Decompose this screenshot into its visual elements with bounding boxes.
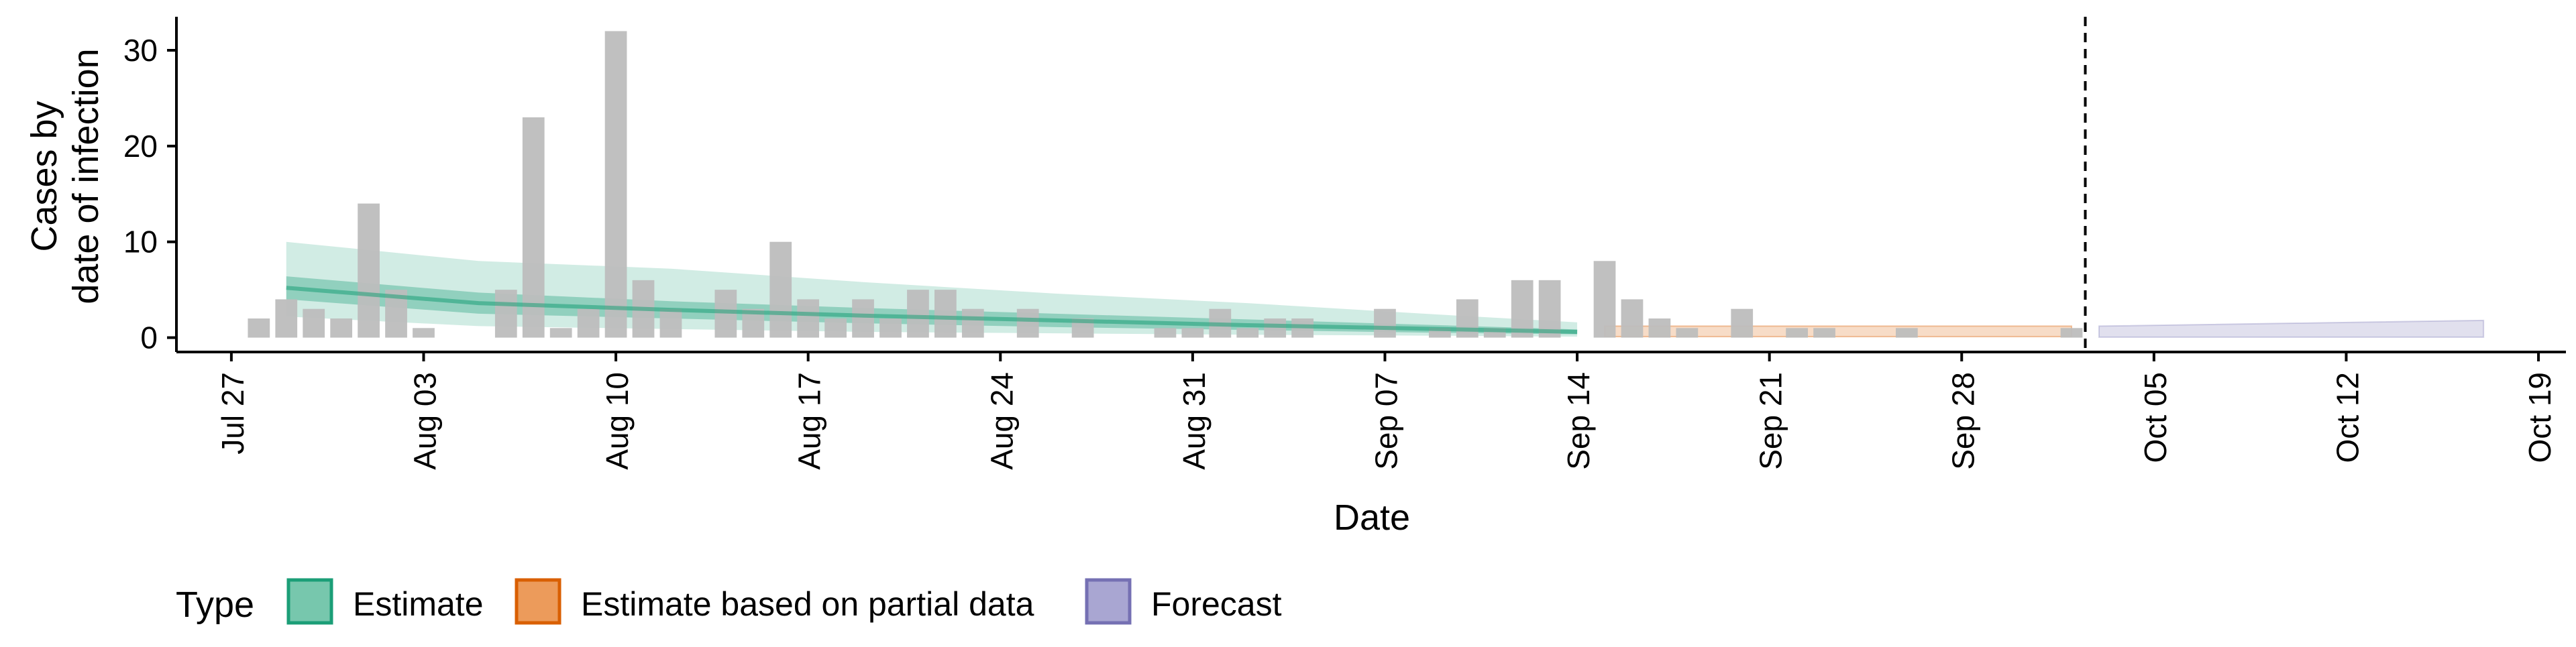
observed-bar bbox=[1181, 328, 1204, 338]
y-tick-label: 0 bbox=[140, 320, 158, 355]
observed-bar bbox=[1456, 299, 1479, 338]
observed-bar bbox=[358, 203, 380, 338]
legend-entry-label: Forecast bbox=[1151, 585, 1282, 623]
observed-bar bbox=[604, 31, 627, 338]
y-axis-title-line-2: date of infection bbox=[66, 48, 106, 304]
x-tick-label: Aug 31 bbox=[1177, 372, 1212, 470]
observed-bar bbox=[879, 318, 902, 338]
observed-bar bbox=[934, 290, 957, 338]
observed-bar bbox=[1538, 280, 1561, 338]
observed-bar bbox=[1648, 318, 1671, 338]
observed-bar bbox=[1676, 328, 1699, 338]
observed-bar bbox=[1621, 299, 1644, 338]
axes bbox=[167, 17, 2566, 361]
observed-bar bbox=[1731, 308, 1754, 338]
estimate-median-line bbox=[286, 286, 1578, 334]
x-tick-labels: Jul 27 Aug 03 Aug 10 Aug 17 Aug 24 Aug 31 Sep … bbox=[215, 372, 2557, 470]
legend-key bbox=[515, 578, 561, 625]
x-tick-label: Oct 19 bbox=[2522, 372, 2557, 463]
estimate-lines bbox=[286, 286, 1578, 334]
y-tick-labels: 0 10 20 30 bbox=[123, 33, 158, 355]
observed-bar bbox=[1154, 328, 1177, 338]
x-tick-label: Jul 27 bbox=[215, 372, 250, 455]
y-tick-label: 10 bbox=[123, 225, 158, 259]
legend-key bbox=[286, 578, 333, 625]
legend-entry-label: Estimate based on partial data bbox=[581, 585, 1034, 623]
observed-bar bbox=[907, 290, 929, 338]
y-axis-title-line-1: Cases by bbox=[24, 101, 64, 251]
x-axis-title: Date bbox=[1334, 497, 1410, 538]
observed-bar bbox=[1786, 328, 1808, 338]
legend-key bbox=[1085, 578, 1132, 625]
observed-bar bbox=[769, 241, 792, 338]
x-tick-label: Aug 24 bbox=[984, 372, 1019, 470]
forecast-band bbox=[2098, 319, 2485, 338]
x-tick-label: Aug 10 bbox=[600, 372, 635, 470]
observed-bar bbox=[659, 308, 682, 338]
observed-bar bbox=[797, 299, 820, 338]
observed-bar bbox=[248, 318, 270, 338]
observed-bar bbox=[577, 308, 600, 338]
observed-bar bbox=[852, 299, 874, 338]
observed-bar bbox=[303, 308, 325, 338]
observed-bar bbox=[1264, 318, 1287, 338]
partial-estimate-band bbox=[1604, 325, 2073, 338]
observed-bar bbox=[413, 328, 435, 338]
observed-bar bbox=[1896, 328, 1918, 338]
x-tick-label: Sep 28 bbox=[1945, 372, 1980, 470]
observed-bar bbox=[275, 299, 298, 338]
y-tick-label: 30 bbox=[123, 33, 158, 68]
x-tick-label: Aug 03 bbox=[407, 372, 442, 470]
legend-entry-label: Estimate bbox=[353, 585, 484, 623]
observed-bar bbox=[824, 318, 847, 338]
observed-bar bbox=[1813, 328, 1835, 338]
x-tick-label: Oct 12 bbox=[2330, 372, 2365, 463]
x-tick-label: Oct 05 bbox=[2138, 372, 2173, 463]
x-tick-label: Sep 07 bbox=[1368, 372, 1403, 470]
observed-bar bbox=[1511, 280, 1534, 338]
observed-bar bbox=[1236, 328, 1259, 338]
observed-bar bbox=[522, 117, 545, 338]
legend-title: Type bbox=[176, 585, 254, 625]
observed-bar bbox=[2060, 328, 2083, 338]
observed-bar bbox=[494, 290, 517, 338]
observed-bar bbox=[330, 318, 353, 338]
observed-bars bbox=[248, 31, 2083, 338]
x-tick-label: Sep 14 bbox=[1561, 372, 1596, 470]
observed-bar bbox=[1016, 308, 1039, 338]
x-tick-label: Sep 21 bbox=[1754, 372, 1788, 470]
observed-bar bbox=[961, 308, 984, 338]
observed-bar bbox=[1374, 308, 1396, 338]
observed-bar bbox=[1593, 261, 1616, 338]
observed-bar bbox=[549, 328, 572, 338]
legend: Type Estimate Estimate based on partial d… bbox=[176, 578, 1282, 625]
estimate-band-50 bbox=[286, 276, 1578, 335]
x-tick-label: Aug 17 bbox=[792, 372, 827, 470]
y-tick-label: 20 bbox=[123, 129, 158, 164]
